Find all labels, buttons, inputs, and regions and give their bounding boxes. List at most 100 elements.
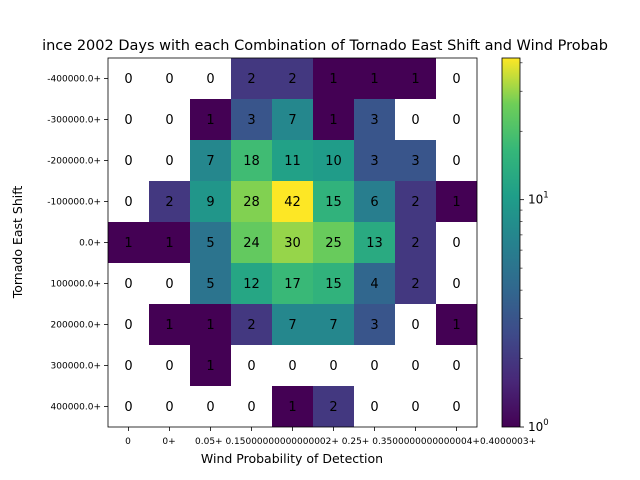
heatmap-cell xyxy=(231,58,272,99)
cell-value-label: 10 xyxy=(325,154,342,169)
cell-value-label: 2 xyxy=(288,72,296,87)
cell-value-label: 0 xyxy=(165,359,173,374)
cell-value-label: 11 xyxy=(284,154,301,169)
cell-value-label: 0 xyxy=(452,359,460,374)
heatmap-cell xyxy=(231,263,272,304)
cell-value-label: 5 xyxy=(206,277,214,292)
heatmap-cell xyxy=(190,140,231,181)
heatmap-cell xyxy=(313,386,354,427)
cell-value-label: 0 xyxy=(124,400,132,415)
cell-value-label: 3 xyxy=(370,154,378,169)
cell-value-label: 2 xyxy=(247,72,255,87)
cell-value-label: 1 xyxy=(370,72,378,87)
x-axis-ticks: 0 0+ 0.05+ 0.15000000000000002+ 0.25+ 0.35… xyxy=(125,427,536,447)
heatmap-cell-labels: 0 0 0 2 2 1 1 1 00 0 1 3 7 1 3 0 00 0 7 18 11 10 3 3 00 2 9 28 42 15 6… xyxy=(124,72,460,415)
cell-value-label: 2 xyxy=(411,195,419,210)
cell-value-label: 2 xyxy=(411,277,419,292)
cell-value-label: 0 xyxy=(452,154,460,169)
cell-value-label: 25 xyxy=(325,236,342,251)
cell-value-label: 1 xyxy=(124,236,132,251)
heatmap-cell xyxy=(354,58,395,99)
heatmap-cell xyxy=(354,140,395,181)
cell-value-label: 0 xyxy=(452,113,460,128)
cell-value-label: 0 xyxy=(411,318,419,333)
cell-value-label: 2 xyxy=(165,195,173,210)
colorbar-tick-label: 101 xyxy=(528,191,549,207)
heatmap-cell xyxy=(231,140,272,181)
cell-value-label: 7 xyxy=(288,113,296,128)
cell-value-label: 2 xyxy=(411,236,419,251)
cell-value-label: 0 xyxy=(165,277,173,292)
cell-value-label: 0 xyxy=(124,113,132,128)
cell-value-label: 0 xyxy=(247,400,255,415)
cell-value-label: 5 xyxy=(206,236,214,251)
cell-value-label: 0 xyxy=(411,400,419,415)
cell-value-label: 30 xyxy=(284,236,301,251)
heatmap-cell xyxy=(272,58,313,99)
heatmap-cell xyxy=(395,140,436,181)
heatmap-cell xyxy=(354,181,395,222)
heatmap-cell xyxy=(231,222,272,263)
colorbar-gradient xyxy=(501,57,521,428)
colorbar-ticks: 100 101 xyxy=(520,62,549,434)
x-tick-label: 0+ xyxy=(162,437,175,447)
cell-value-label: 0 xyxy=(452,72,460,87)
cell-value-label: 0 xyxy=(165,72,173,87)
heatmap-cell xyxy=(395,58,436,99)
cell-value-label: 28 xyxy=(243,195,260,210)
heatmap-cell xyxy=(272,222,313,263)
y-axis-ticks: -400000.0+ -300000.0+ -200000.0+ -100000.0+… xyxy=(47,75,108,413)
y-tick-label: 0.0+ xyxy=(79,239,101,249)
cell-value-label: 1 xyxy=(165,236,173,251)
cell-value-label: 0 xyxy=(288,359,296,374)
cell-value-label: 2 xyxy=(329,400,337,415)
cell-value-label: 0 xyxy=(206,72,214,87)
heatmap-cell xyxy=(395,263,436,304)
cell-value-label: 1 xyxy=(206,113,214,128)
cell-value-label: 0 xyxy=(452,400,460,415)
cell-value-label: 0 xyxy=(247,359,255,374)
x-tick-label: 0 xyxy=(125,437,131,447)
cell-value-label: 0 xyxy=(124,72,132,87)
heatmap-cell xyxy=(231,99,272,140)
heatmap-cell xyxy=(436,181,477,222)
heatmap-cell xyxy=(149,181,190,222)
y-tick-label: -200000.0+ xyxy=(47,157,101,167)
heatmap-cell xyxy=(190,99,231,140)
cell-value-label: 15 xyxy=(325,277,342,292)
cell-value-label: 24 xyxy=(243,236,260,251)
cell-value-label: 0 xyxy=(411,359,419,374)
cell-value-label: 1 xyxy=(329,72,337,87)
cell-value-label: 1 xyxy=(329,113,337,128)
heatmap-cell xyxy=(190,345,231,386)
cell-value-label: 0 xyxy=(124,154,132,169)
y-tick-label: 300000.0+ xyxy=(51,362,101,372)
heatmap-cell xyxy=(354,263,395,304)
cell-value-label: 0 xyxy=(124,318,132,333)
heatmap-cell xyxy=(354,304,395,345)
heatmap-cell xyxy=(395,181,436,222)
cell-value-label: 15 xyxy=(325,195,342,210)
cell-value-label: 9 xyxy=(206,195,214,210)
heatmap-cell xyxy=(272,181,313,222)
heatmap-cell xyxy=(149,304,190,345)
heatmap-cell xyxy=(313,58,354,99)
cell-value-label: 0 xyxy=(124,195,132,210)
cell-value-label: 0 xyxy=(124,359,132,374)
y-tick-label: 200000.0+ xyxy=(51,321,101,331)
x-tick-label: 0.05+ 0.15000000000000002+ 0.25+ 0.35000… xyxy=(195,437,536,447)
y-tick-label: -400000.0+ xyxy=(47,75,101,85)
y-tick-label: -100000.0+ xyxy=(47,198,101,208)
heatmap-cell xyxy=(313,263,354,304)
heatmap-cell xyxy=(313,304,354,345)
cell-value-label: 0 xyxy=(165,154,173,169)
heatmap-cell xyxy=(272,304,313,345)
heatmap-cell xyxy=(272,386,313,427)
cell-value-label: 0 xyxy=(452,277,460,292)
heatmap-cells xyxy=(108,58,477,427)
heatmap-cell xyxy=(313,140,354,181)
heatmap-cell xyxy=(190,222,231,263)
heatmap-cell xyxy=(231,181,272,222)
heatmap-cell xyxy=(149,222,190,263)
heatmap-cell xyxy=(354,222,395,263)
